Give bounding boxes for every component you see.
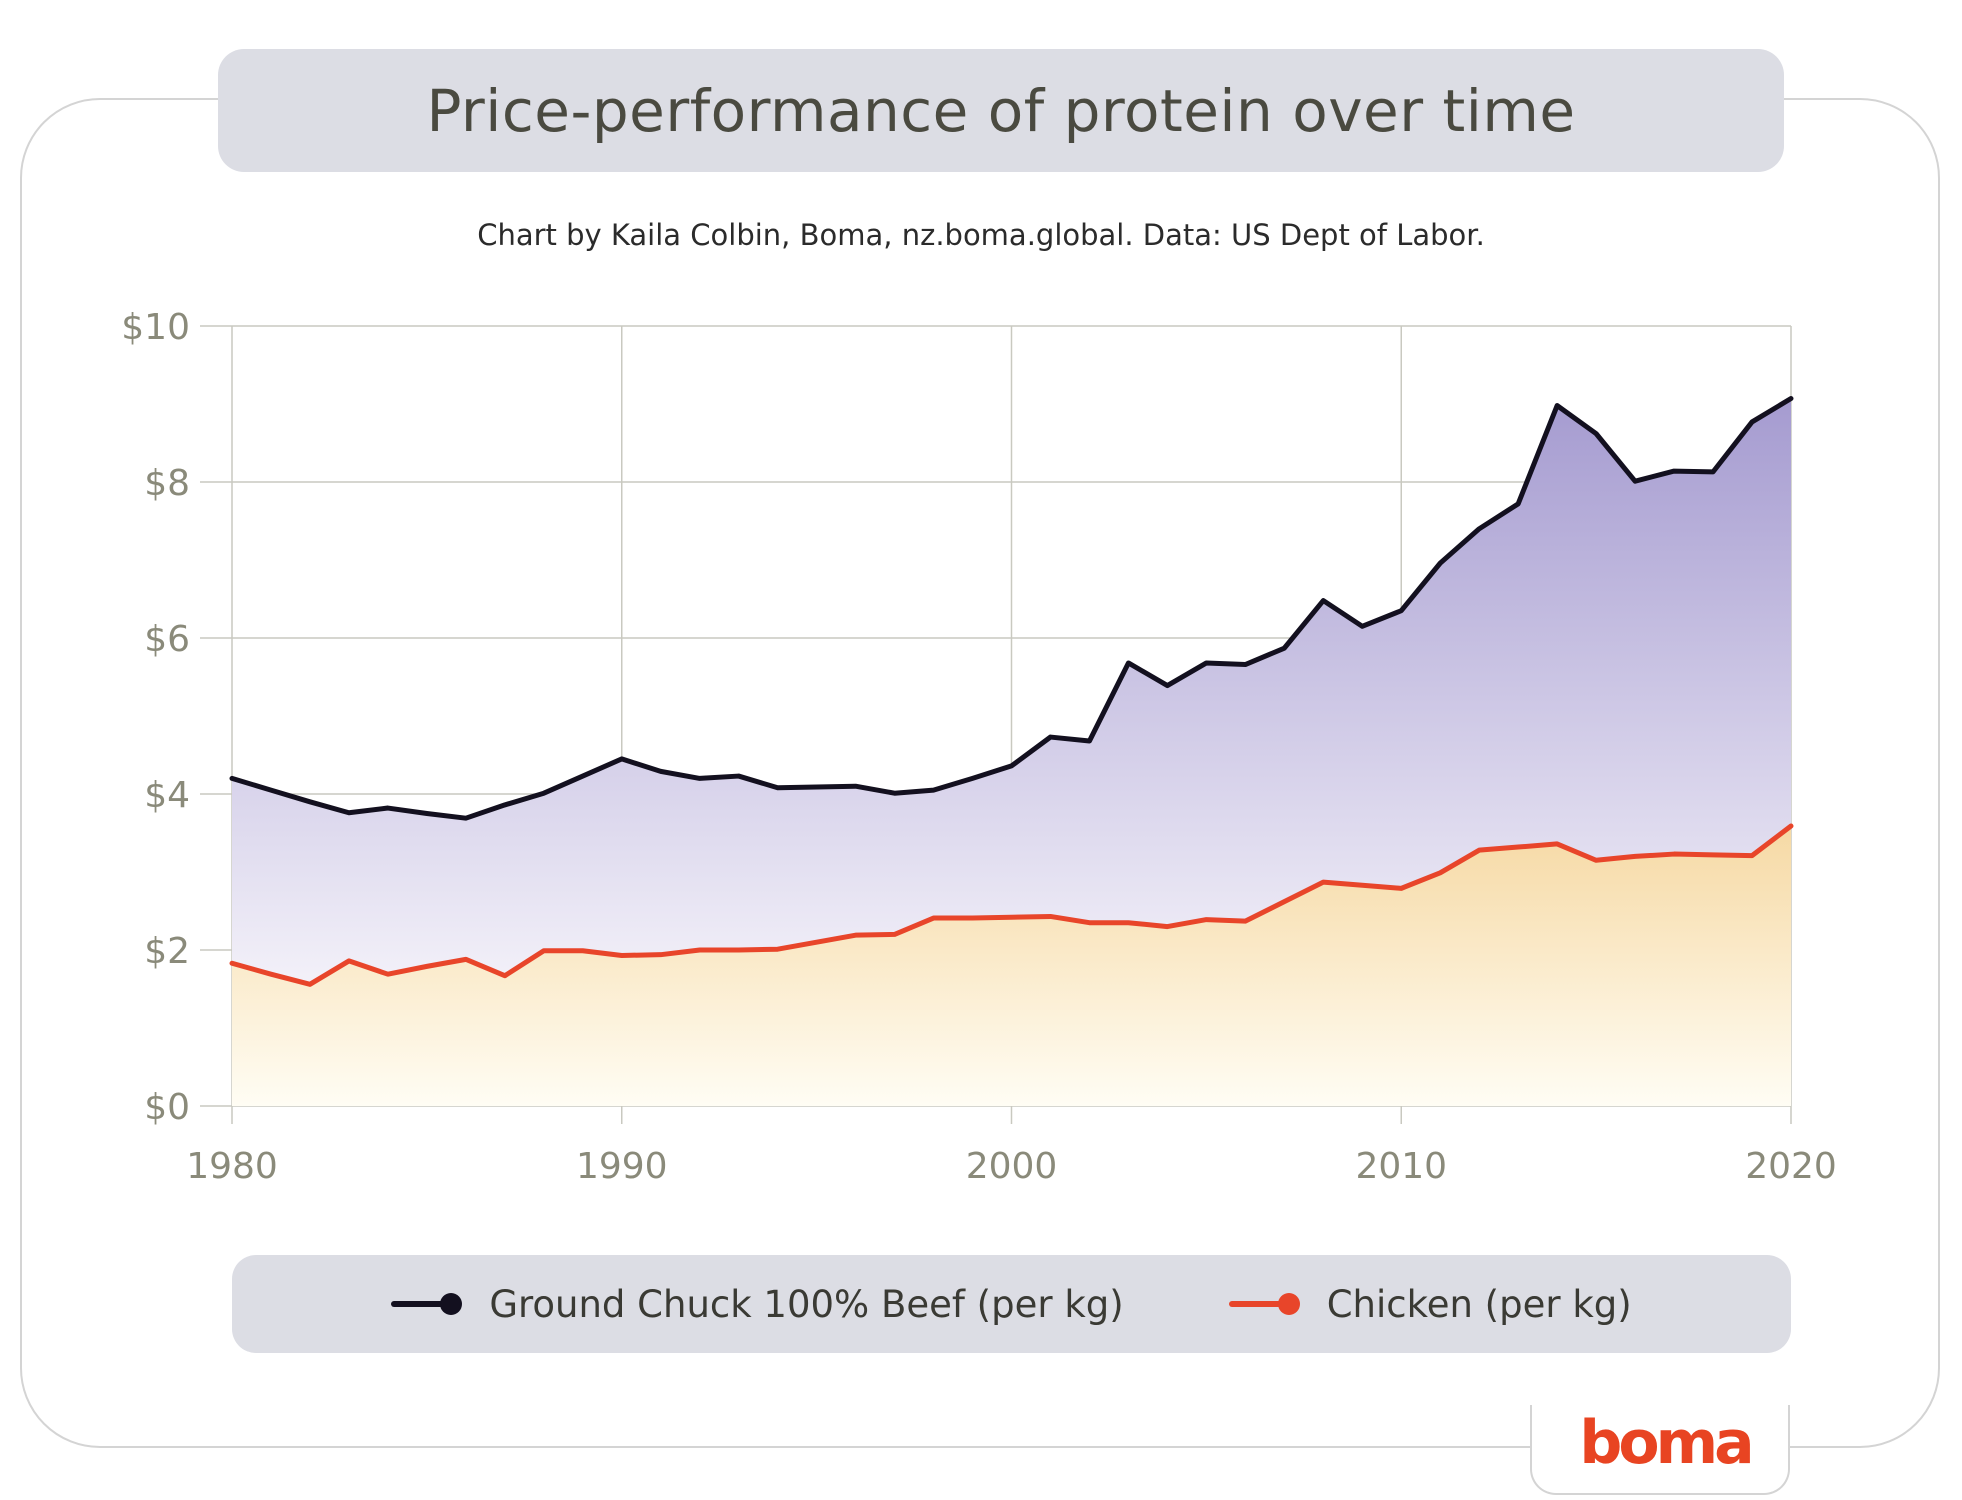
x-tick-label: 2000: [966, 1146, 1058, 1187]
x-tick-label: 1990: [576, 1146, 668, 1187]
y-tick-label: $2: [144, 931, 190, 972]
legend-label-beef: Ground Chuck 100% Beef (per kg): [489, 1282, 1124, 1326]
chicken-area: [232, 825, 1791, 1106]
boma-logo: boma: [1579, 1408, 1754, 1478]
beef-area: [232, 398, 1791, 985]
legend-swatch-chicken: [1228, 1292, 1300, 1316]
chart-title: Price-performance of protein over time: [426, 76, 1576, 145]
legend-swatch-beef: [391, 1292, 463, 1316]
y-tick-label: $4: [144, 775, 190, 816]
y-tick-label: $6: [144, 619, 190, 660]
x-tick-label: 1980: [186, 1146, 278, 1187]
x-tick-label: 2020: [1745, 1146, 1837, 1187]
legend: Ground Chuck 100% Beef (per kg) Chicken …: [232, 1255, 1791, 1353]
legend-item-chicken: Chicken (per kg): [1228, 1282, 1632, 1326]
legend-item-beef: Ground Chuck 100% Beef (per kg): [391, 1282, 1124, 1326]
y-tick-label: $8: [144, 463, 190, 504]
y-tick-label: $0: [144, 1087, 190, 1128]
logo-tab: [1530, 1405, 1790, 1495]
y-tick-label: $10: [121, 307, 190, 348]
title-banner: Price-performance of protein over time: [218, 49, 1784, 172]
chart-subtitle: Chart by Kaila Colbin, Boma, nz.boma.glo…: [477, 218, 1485, 252]
x-tick-label: 2010: [1355, 1146, 1447, 1187]
legend-label-chicken: Chicken (per kg): [1326, 1282, 1632, 1326]
